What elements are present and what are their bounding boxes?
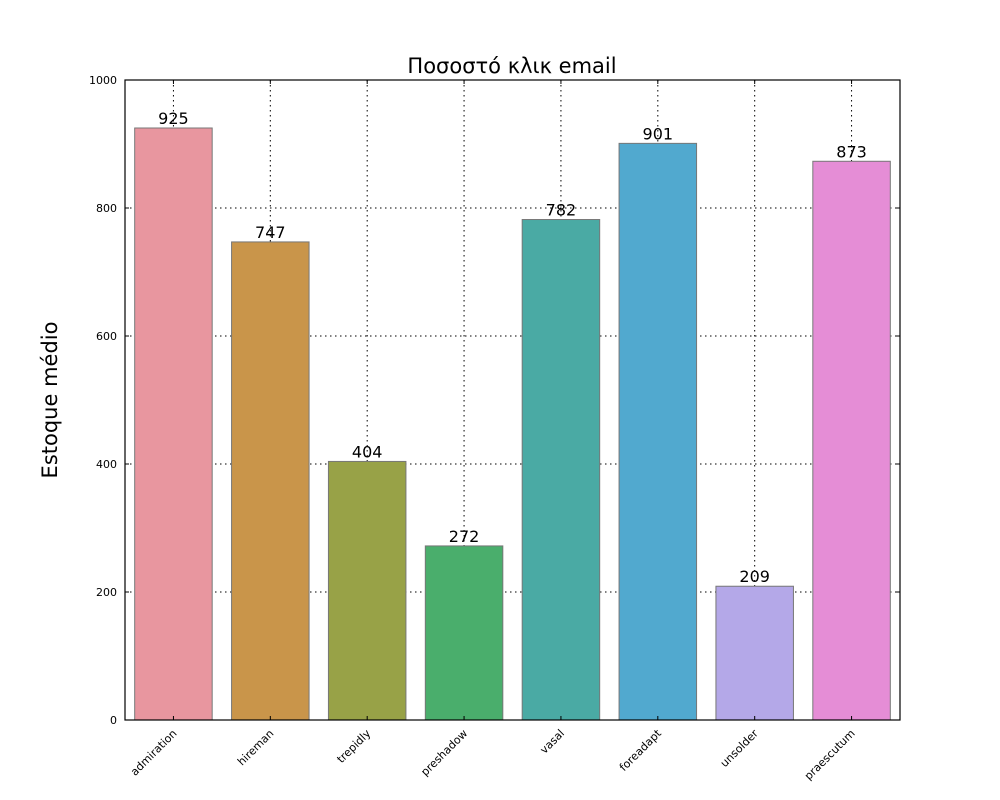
plot-frame (124, 79, 901, 721)
data-label: 209 (739, 567, 770, 586)
data-label: 404 (352, 442, 383, 461)
bar-admiration (134, 127, 213, 721)
y-tick-label: 400 (96, 458, 117, 471)
y-tick-label: 1000 (89, 74, 117, 87)
chart-title: Ποσοστό κλικ email (407, 54, 616, 78)
data-label: 901 (643, 124, 674, 143)
bar-preshadow (424, 545, 504, 721)
data-label: 272 (449, 527, 480, 546)
y-tick-label: 0 (110, 714, 117, 727)
bar-unsolder (715, 585, 794, 721)
data-label: 873 (836, 142, 867, 161)
bar-foreadapt (618, 142, 698, 721)
data-label: 925 (158, 109, 189, 128)
data-label: 782 (546, 201, 577, 220)
bar-trepidly (327, 460, 407, 721)
y-tick-label: 800 (96, 202, 117, 215)
bar-praescutum (812, 160, 891, 721)
data-label: 747 (255, 223, 286, 242)
data-labels: 925 747 404 272 782 901 209 873 (158, 109, 867, 586)
y-tick-label: 200 (96, 586, 117, 599)
bars (134, 127, 891, 721)
y-axis-label: Estoque médio (38, 322, 62, 479)
bar-hireman (231, 241, 310, 721)
bar-vasal (521, 219, 601, 721)
y-tick-label: 600 (96, 330, 117, 343)
